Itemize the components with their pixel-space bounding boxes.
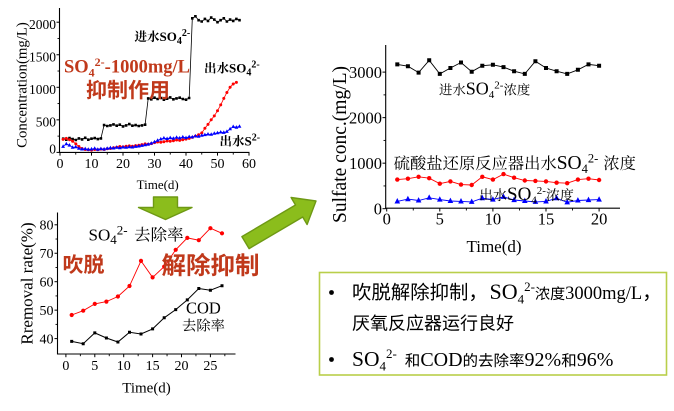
svg-text:10: 10 [85, 157, 99, 172]
svg-text:Time(d): Time(d) [466, 237, 521, 256]
svg-text:20: 20 [116, 157, 130, 172]
svg-text:1000: 1000 [29, 82, 56, 97]
svg-text:2-: 2- [182, 28, 190, 39]
svg-text:4: 4 [531, 195, 537, 207]
svg-text:2-: 2- [524, 279, 535, 294]
svg-text:4: 4 [518, 292, 525, 307]
svg-text:Sulfate conc.(mg/L): Sulfate conc.(mg/L) [330, 66, 351, 223]
svg-text:4: 4 [246, 68, 251, 79]
svg-text:30: 30 [148, 157, 162, 172]
svg-text:4: 4 [489, 89, 495, 101]
svg-text:Time(d): Time(d) [137, 177, 179, 192]
svg-text:4: 4 [110, 232, 117, 247]
svg-text:2000: 2000 [29, 17, 56, 32]
svg-text:40: 40 [40, 333, 54, 348]
svg-text:96%: 96% [577, 349, 614, 371]
svg-text:SO: SO [64, 58, 89, 78]
svg-text:1000: 1000 [349, 154, 382, 173]
svg-text:40: 40 [179, 157, 193, 172]
svg-text:50: 50 [211, 157, 225, 172]
svg-text:10: 10 [485, 210, 502, 229]
svg-text:COD: COD [420, 349, 462, 371]
svg-text:0: 0 [62, 359, 69, 374]
svg-text:SO: SO [352, 347, 379, 371]
svg-text:0: 0 [57, 157, 64, 172]
svg-text:4: 4 [89, 66, 95, 80]
svg-text:15: 15 [538, 210, 555, 229]
svg-text:3000: 3000 [349, 63, 382, 82]
svg-text:S: S [245, 134, 252, 149]
svg-text:COD: COD [186, 299, 221, 318]
svg-text:SO: SO [466, 79, 489, 99]
svg-text:500: 500 [36, 115, 57, 130]
svg-text:2-: 2- [117, 223, 128, 238]
svg-text:0: 0 [383, 210, 391, 229]
svg-text:80: 80 [40, 219, 54, 234]
svg-text:4: 4 [379, 359, 386, 374]
svg-text:2000: 2000 [349, 108, 382, 127]
svg-text:SO: SO [490, 279, 518, 304]
svg-text:60: 60 [40, 276, 54, 291]
svg-text:4: 4 [177, 36, 182, 47]
svg-text:15: 15 [146, 359, 160, 374]
svg-text:SO: SO [229, 61, 246, 76]
svg-text:20: 20 [175, 359, 189, 374]
svg-text:Rremoval rate(%): Rremoval rate(%) [17, 222, 36, 344]
svg-text:5: 5 [436, 210, 444, 229]
svg-text:25: 25 [203, 359, 217, 374]
svg-text:SO: SO [557, 153, 582, 174]
svg-text:2-: 2- [386, 346, 397, 361]
svg-text:2-: 2- [95, 55, 105, 69]
svg-text:5: 5 [91, 359, 98, 374]
svg-text:4: 4 [582, 162, 589, 176]
svg-text:50: 50 [40, 304, 54, 319]
svg-text:0: 0 [49, 142, 56, 157]
svg-text:92%: 92% [525, 349, 562, 371]
svg-text:2-: 2- [537, 185, 547, 197]
svg-text:60: 60 [242, 157, 256, 172]
svg-text:1500: 1500 [29, 49, 56, 64]
svg-text:70: 70 [40, 247, 54, 262]
svg-text:2-: 2- [252, 133, 260, 144]
svg-text:SO: SO [89, 226, 111, 245]
svg-text:2-: 2- [494, 80, 504, 92]
svg-text:-1000mg/L: -1000mg/L [105, 58, 190, 78]
svg-text:10: 10 [117, 359, 131, 374]
svg-text:Concentration(mg/L): Concentration(mg/L) [15, 22, 31, 148]
svg-text:2-: 2- [251, 60, 259, 71]
svg-text:SO: SO [507, 184, 531, 205]
svg-text:2-: 2- [588, 152, 598, 166]
svg-text:SO: SO [160, 29, 177, 44]
svg-text:20: 20 [591, 210, 608, 229]
svg-text:0: 0 [374, 199, 382, 218]
svg-text:3000mg/L: 3000mg/L [565, 284, 642, 304]
svg-text:Time(d): Time(d) [122, 381, 171, 397]
